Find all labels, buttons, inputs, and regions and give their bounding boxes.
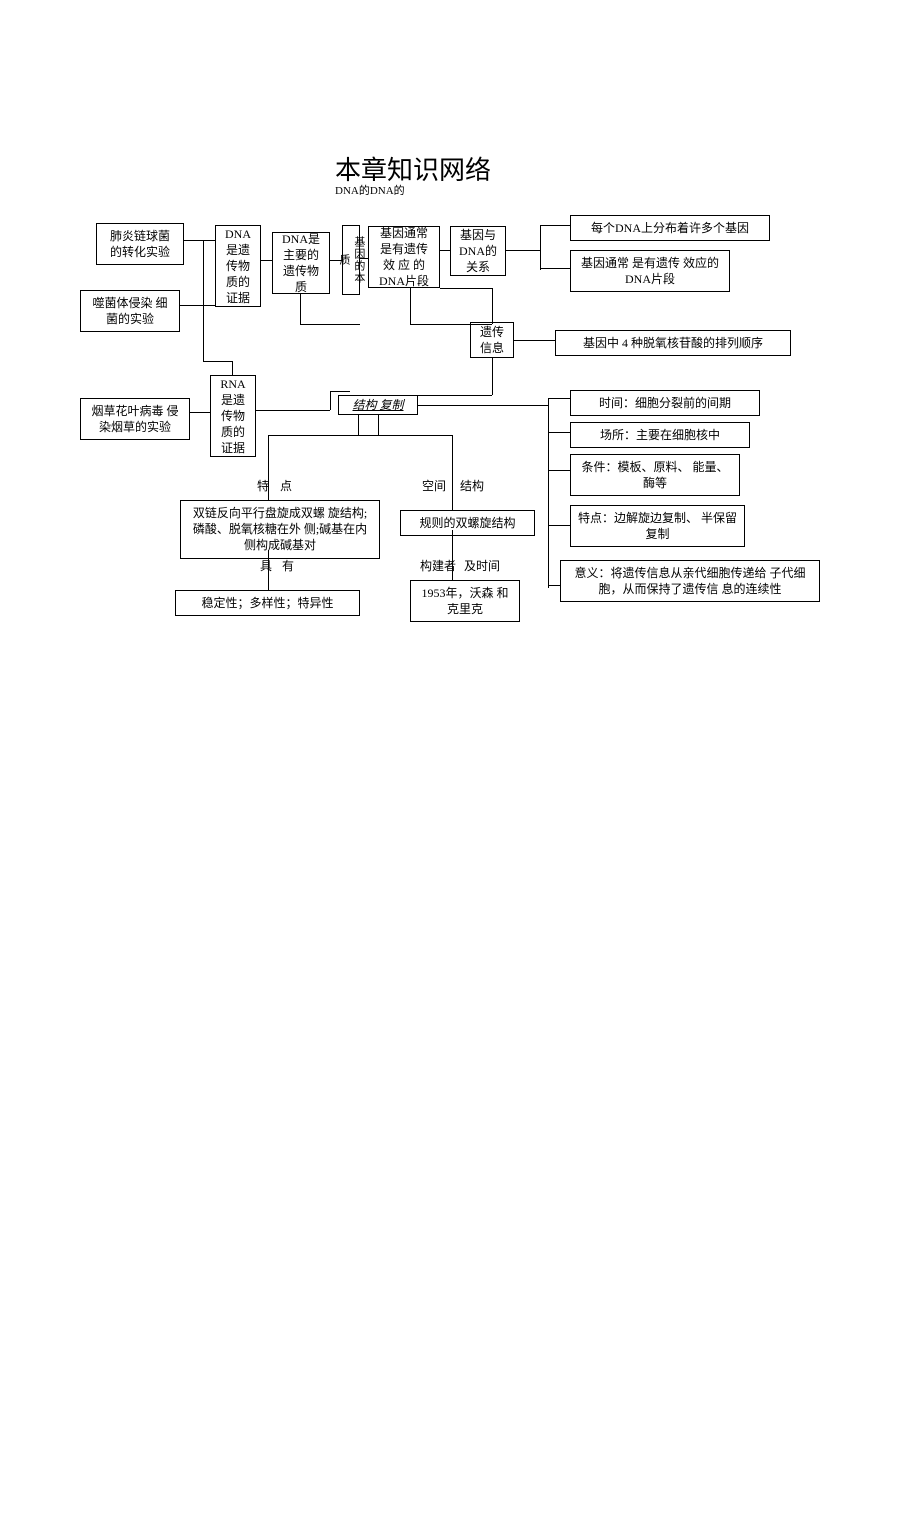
connector [360,258,368,259]
label-jiegou: 结构 [458,480,486,492]
label-dian: 点 [278,480,294,492]
connector [548,585,560,586]
connector [548,398,570,399]
box-double-helix-detail: 双链反向平行盘旋成双螺 旋结构;磷酸、脱氧核糖在外 侧;碱基在内侧构成碱基对 [180,500,380,559]
connector [184,240,215,241]
connector [492,358,493,395]
box-gene-essence: 基因的本质 [342,225,360,295]
box-gene-segment: 基因通常 是有遗传 效 应 的 DNA片段 [368,226,440,288]
label-ju: 具 [258,560,274,572]
page-subtitle: DNA的DNA的 [335,182,405,198]
box-place: 场所：主要在细胞核中 [570,422,750,448]
box-dna-main: DNA是 主要的 遗传物 质 [272,232,330,294]
connector [203,240,204,305]
connector [548,398,549,588]
label-you: 有 [280,560,296,572]
connector [548,525,570,526]
box-tmv: 烟草花叶病毒 侵染烟草的实验 [80,398,190,440]
connector [440,288,492,289]
connector [190,412,210,413]
box-regular-helix: 规则的双螺旋结构 [400,510,535,536]
connector [268,435,452,436]
connector [268,550,269,590]
connector [418,395,492,396]
box-gene-effect: 基因通常 是有遗传 效应的DNA片段 [570,250,730,292]
box-genetic-info: 遗传 信息 [470,322,514,358]
connector [410,324,492,325]
connector [203,305,204,361]
connector [540,268,570,269]
box-time: 时间：细胞分裂前的间期 [570,390,760,416]
box-significance: 意义：将遗传信息从亲代细胞传递给 子代细胞，从而保持了遗传信 息的连续性 [560,560,820,602]
connector [514,340,555,341]
box-struct-repl: 结构 复制 [338,395,418,415]
box-phage: 噬菌体侵染 细菌的实验 [80,290,180,332]
connector [330,391,331,410]
connector [261,260,272,261]
box-dna-evidence: DNA 是遗 传物 质的 证据 [215,225,261,307]
connector [232,375,233,376]
connector [330,391,350,392]
connector [232,361,233,375]
connector [540,225,570,226]
box-properties: 稳定性；多样性；特异性 [175,590,360,616]
connector [300,294,301,324]
connector [440,250,450,251]
box-watson-crick: 1953年，沃森 和克里克 [410,580,520,622]
box-conditions: 条件：模板、原料、 能量、酶等 [570,454,740,496]
connector [452,435,453,510]
connector [300,324,360,325]
connector [378,415,379,435]
connector [452,530,453,580]
label-kongjian: 空间 [420,480,448,492]
box-gene-dna-rel: 基因与 DNA的 关系 [450,226,506,276]
connector [418,405,548,406]
connector [256,410,330,411]
box-feature: 特点：边解旋边复制、 半保留复制 [570,505,745,547]
connector [203,361,232,362]
box-pneumococcus: 肺炎链球菌 的转化实验 [96,223,184,265]
connector [492,288,493,324]
box-rna-evidence: RNA 是遗 传物 质的 证据 [210,375,256,457]
connector [330,260,342,261]
connector [410,288,411,324]
connector [506,250,540,251]
connector [548,432,570,433]
connector [268,435,269,500]
box-many-genes: 每个DNA上分布着许多个基因 [570,215,770,241]
link-struct-repl: 结构 复制 [352,397,403,413]
connector [540,225,541,270]
connector [180,305,215,306]
box-nucleotide-seq: 基因中 4 种脱氧核苷酸的排列顺序 [555,330,791,356]
connector [548,470,570,471]
label-jishijian: 及时间 [462,560,502,572]
connector [358,415,359,435]
